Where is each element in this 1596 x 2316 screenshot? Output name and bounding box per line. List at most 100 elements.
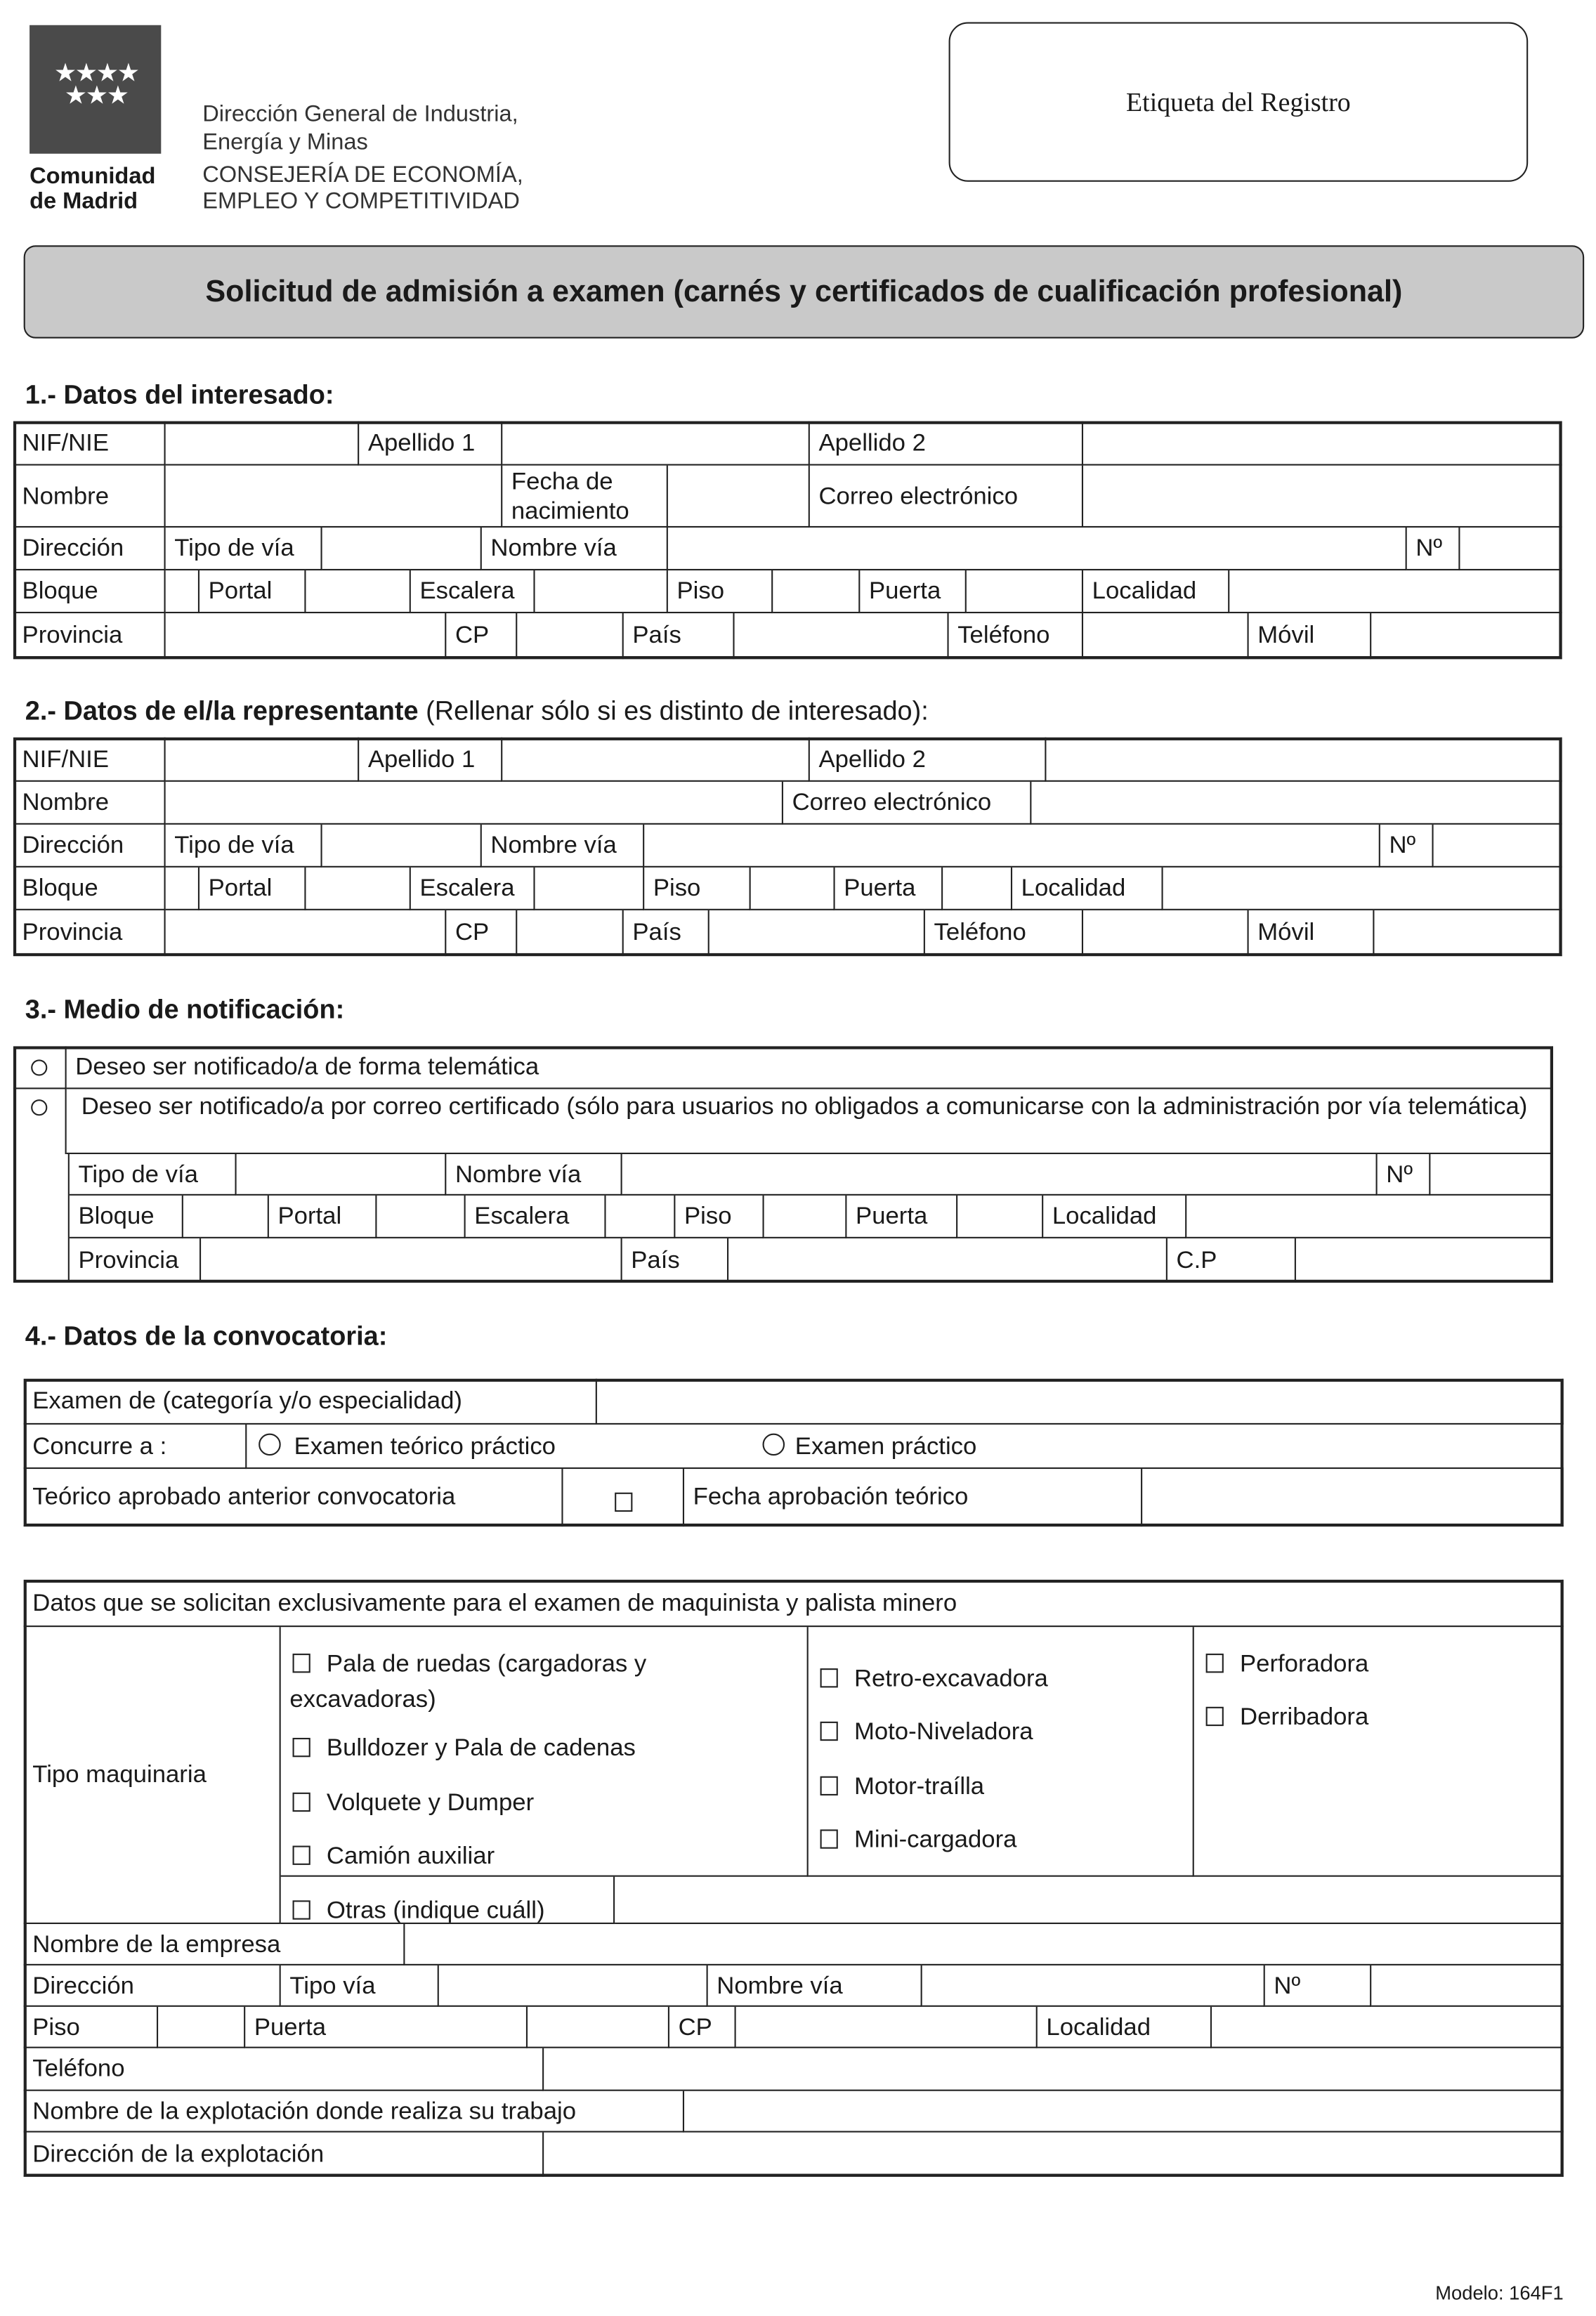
label-s1-ap1-text: Apellido 1 [367, 429, 476, 456]
s5-tipo-via-input[interactable] [438, 1965, 708, 2007]
label-s1-provincia: Provincia [13, 613, 166, 660]
checkbox-icon[interactable] [292, 1845, 310, 1865]
s5-cp-input[interactable] [735, 2006, 1038, 2048]
s5-nombre-empresa-input[interactable] [405, 1924, 1564, 1965]
s2-provincia-input[interactable] [165, 910, 447, 957]
s1-puerta-input[interactable] [966, 570, 1084, 614]
machine-option[interactable]: Bulldozer y Pala de cadenas [292, 1730, 636, 1765]
s3-piso-input[interactable] [764, 1195, 847, 1238]
s2-correo-input[interactable] [1031, 781, 1562, 825]
s3-localidad-input[interactable] [1186, 1195, 1553, 1238]
machine-option[interactable]: Pala de ruedas (cargadoras y [292, 1647, 646, 1682]
s3-portal-input[interactable] [377, 1195, 466, 1238]
machine-option[interactable]: Derribadora [1205, 1699, 1368, 1734]
machine-option-otras[interactable]: Otras (indique cuáll) [292, 1893, 545, 1923]
s2-bloque-input[interactable] [165, 867, 200, 910]
s2-movil-input[interactable] [1374, 910, 1562, 957]
machine-option[interactable]: excavadoras) [289, 1682, 436, 1717]
s5-num-input[interactable] [1371, 1965, 1564, 2007]
s5-localidad-input[interactable] [1212, 2006, 1564, 2048]
s1-telefono-input[interactable] [1083, 613, 1249, 660]
s5-piso-input[interactable] [158, 2006, 246, 2048]
s2-telefono-input[interactable] [1083, 910, 1249, 957]
s3-cp-input[interactable] [1295, 1238, 1553, 1283]
s2-tipo-via-input[interactable] [322, 824, 482, 868]
radio-button[interactable] [31, 1099, 48, 1116]
option-teorico-practico[interactable]: Examen teórico práctico [259, 1429, 556, 1464]
s5-tipo-maquinaria-input[interactable] [615, 1876, 1564, 1925]
s1-nombre-via-input[interactable] [667, 528, 1407, 571]
checkbox-icon[interactable] [820, 1668, 838, 1688]
checkbox-icon[interactable] [292, 1654, 310, 1673]
s2-nombre-input[interactable] [165, 781, 783, 825]
s3-tipo-via-input[interactable] [236, 1153, 447, 1196]
s2-cp-input[interactable] [517, 910, 624, 957]
s1-pais-input[interactable] [734, 613, 949, 660]
label-s3-provincia: Provincia [69, 1238, 202, 1283]
s5-direccion-explotacion-input[interactable] [544, 2132, 1564, 2177]
s1-nombre-input[interactable] [165, 465, 503, 528]
s1-ap1-input[interactable] [502, 421, 810, 466]
radio-button[interactable] [762, 1433, 785, 1456]
machine-option[interactable]: Retro-excavadora [820, 1661, 1048, 1696]
s1-escalera-input[interactable] [535, 570, 668, 614]
checkbox-icon[interactable] [820, 1776, 838, 1795]
checkbox-icon[interactable] [1205, 1706, 1224, 1727]
s1-tipo-via-input[interactable] [322, 528, 482, 571]
s1-correo-input[interactable] [1083, 465, 1562, 528]
machine-option[interactable]: Perforadora [1205, 1647, 1368, 1682]
machine-option[interactable]: Volquete y Dumper [292, 1785, 535, 1820]
s2-nif-input[interactable] [165, 737, 360, 782]
s1-piso-input[interactable] [773, 570, 861, 614]
s1-localidad-input[interactable] [1229, 570, 1562, 614]
machine-option[interactable]: Motor-traílla [820, 1769, 984, 1804]
s1-provincia-input[interactable] [165, 613, 447, 660]
s5-nombre-via-input[interactable] [922, 1965, 1265, 2007]
machine-option-label: Volquete y Dumper [326, 1789, 535, 1817]
s5-puerta-input[interactable] [528, 2006, 669, 2048]
s1-ap2-input[interactable] [1083, 421, 1562, 466]
checkbox-icon[interactable] [1205, 1654, 1224, 1673]
s3-escalera-input[interactable] [606, 1195, 676, 1238]
radio-button[interactable] [31, 1059, 48, 1075]
checkbox-icon[interactable] [292, 1792, 310, 1812]
checkbox-icon[interactable] [292, 1737, 310, 1758]
s3-provincia-input[interactable] [201, 1238, 622, 1283]
s4-examen-input[interactable] [596, 1378, 1564, 1425]
s1-fecha-input[interactable] [667, 465, 810, 528]
s1-nif-input[interactable] [165, 421, 360, 466]
s4-fecha-aprobacion-input[interactable] [1142, 1469, 1564, 1527]
s5-nombre-explotacion-input[interactable] [684, 2091, 1564, 2133]
s1-bloque-input[interactable] [165, 570, 200, 614]
s1-cp-input[interactable] [517, 613, 624, 660]
s1-movil-input[interactable] [1371, 613, 1562, 660]
s2-num-input[interactable] [1433, 824, 1562, 868]
s1-portal-input[interactable] [306, 570, 411, 614]
s2-ap2-input[interactable] [1046, 737, 1562, 782]
s2-escalera-input[interactable] [535, 867, 645, 910]
s3-num-input[interactable] [1430, 1153, 1553, 1196]
s2-pais-input[interactable] [709, 910, 925, 957]
s2-nombre-via-input[interactable] [644, 824, 1380, 868]
s5-telefono-input[interactable] [544, 2048, 1564, 2091]
machine-option[interactable]: Moto-Niveladora [820, 1714, 1033, 1749]
s3-bloque-input[interactable] [183, 1195, 269, 1238]
radio-button[interactable] [259, 1433, 281, 1456]
machine-option[interactable]: Mini-cargadora [820, 1822, 1016, 1857]
col2-cell: Retro-excavadora Moto-Niveladora Motor-tra… [808, 1627, 1194, 1877]
checkbox-icon[interactable] [820, 1829, 838, 1849]
s1-num-input[interactable] [1460, 528, 1562, 571]
s3-nombre-via-input[interactable] [622, 1153, 1378, 1196]
s2-portal-input[interactable] [306, 867, 411, 910]
option-practico[interactable]: Examen práctico [762, 1429, 976, 1464]
machine-option[interactable]: Camión auxiliar [292, 1838, 495, 1873]
s2-puerta-input[interactable] [943, 867, 1013, 910]
s2-piso-input[interactable] [750, 867, 835, 910]
s2-localidad-input[interactable] [1163, 867, 1562, 910]
checkbox-icon[interactable] [614, 1491, 632, 1512]
checkbox-icon[interactable] [820, 1721, 838, 1741]
s2-ap1-input[interactable] [502, 737, 810, 782]
checkbox-icon[interactable] [292, 1900, 310, 1920]
s3-pais-input[interactable] [728, 1238, 1167, 1283]
s3-puerta-input[interactable] [957, 1195, 1044, 1238]
